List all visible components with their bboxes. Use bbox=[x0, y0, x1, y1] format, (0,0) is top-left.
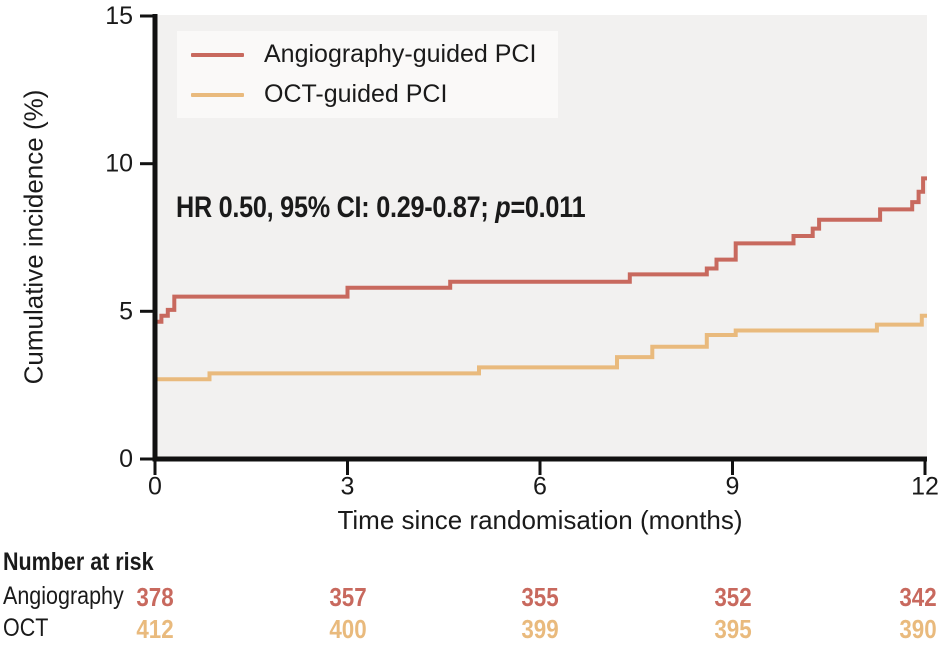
y-tick-label: 5 bbox=[119, 297, 133, 325]
x-tick-label: 12 bbox=[911, 473, 939, 501]
risk-value-oct-month-9: 395 bbox=[713, 614, 752, 644]
x-tick-label: 3 bbox=[341, 473, 355, 501]
series-line-angiography bbox=[155, 176, 927, 324]
risk-table-header: Number at risk bbox=[3, 548, 154, 576]
risk-value-oct-month-0: 412 bbox=[136, 614, 174, 644]
angiography-line-swatch bbox=[191, 52, 244, 57]
risk-value-oct-month-6: 399 bbox=[521, 614, 559, 644]
legend-label-oct: OCT-guided PCI bbox=[264, 80, 448, 108]
risk-value-angiography-month-0: 378 bbox=[136, 582, 174, 612]
x-tick-label: 6 bbox=[533, 473, 547, 501]
hr-ci-text: HR 0.50, 95% CI: 0.29-0.87; bbox=[176, 191, 496, 224]
risk-value-angiography-month-3: 357 bbox=[328, 582, 367, 612]
x-axis-title: Time since randomisation (months) bbox=[337, 505, 743, 535]
risk-value-angiography-month-6: 355 bbox=[521, 582, 559, 612]
hazard-ratio-annotation: HR 0.50, 95% CI: 0.29-0.87; p=0.011 bbox=[176, 191, 586, 225]
risk-value-oct-month-12: 390 bbox=[899, 614, 937, 644]
risk-row-label-angiography: Angiography bbox=[3, 582, 124, 610]
risk-value-angiography-month-12: 342 bbox=[899, 582, 937, 612]
y-tick-label: 10 bbox=[105, 150, 133, 178]
x-tick-label: 0 bbox=[148, 473, 162, 501]
legend-item-angiography: Angiography-guided PCI bbox=[191, 40, 558, 69]
x-tick-label: 9 bbox=[726, 473, 740, 501]
oct-line-swatch bbox=[191, 92, 244, 97]
legend: Angiography-guided PCI OCT-guided PCI bbox=[177, 31, 558, 118]
p-value-text: =0.011 bbox=[510, 191, 586, 224]
legend-item-oct: OCT-guided PCI bbox=[191, 80, 558, 109]
p-symbol: p bbox=[495, 191, 511, 224]
legend-label-angiography: Angiography-guided PCI bbox=[264, 40, 537, 68]
risk-value-oct-month-3: 400 bbox=[328, 614, 367, 644]
y-tick-label: 15 bbox=[105, 2, 133, 30]
risk-row-label-oct: OCT bbox=[3, 614, 49, 642]
risk-value-angiography-month-9: 352 bbox=[713, 582, 752, 612]
y-axis-title: Cumulative incidence (%) bbox=[18, 89, 49, 385]
y-tick-label: 0 bbox=[119, 445, 133, 473]
series-line-oct bbox=[155, 313, 927, 382]
